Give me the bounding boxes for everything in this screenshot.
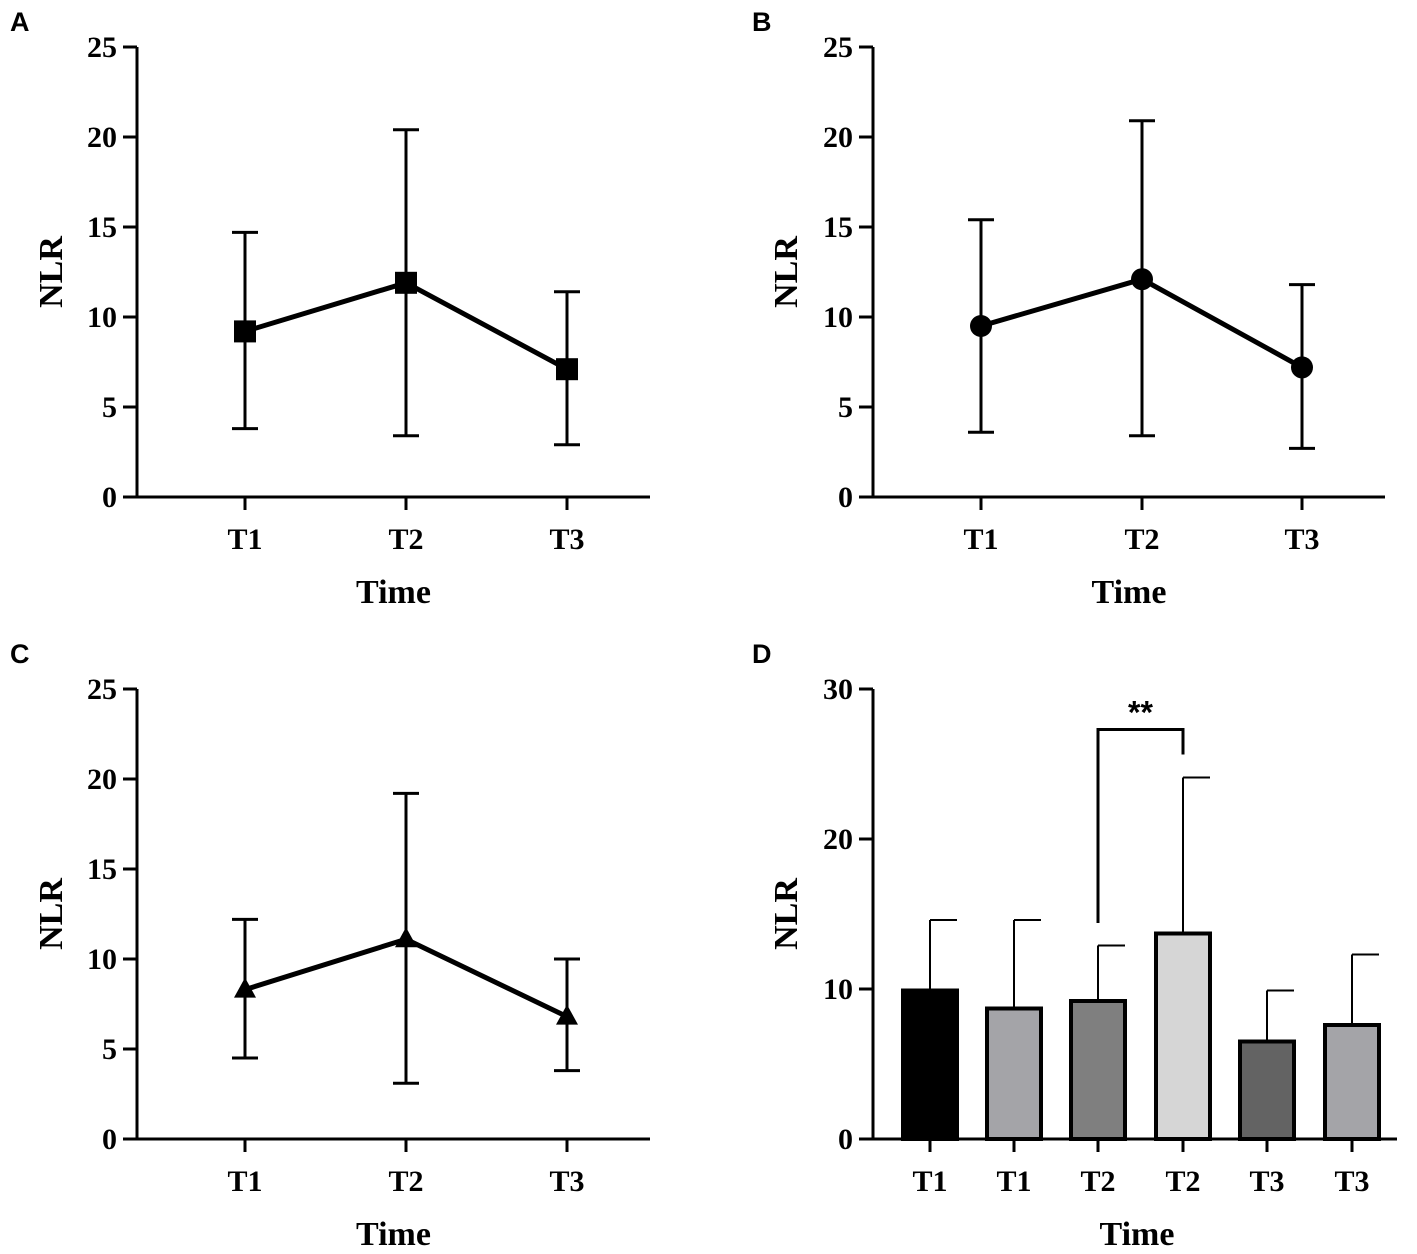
data-point-triangle: [234, 977, 256, 998]
bar: [901, 988, 959, 1141]
y-axis-title: NLR: [768, 878, 805, 950]
panel-letter: A: [10, 7, 30, 37]
bar: [985, 1006, 1043, 1141]
y-tick-label: 20: [87, 121, 117, 154]
bar: [1154, 931, 1212, 1141]
data-point-triangle: [556, 1004, 578, 1025]
y-axis-title: NLR: [33, 236, 70, 308]
data-point-circle: [970, 315, 992, 337]
data-point-square: [395, 271, 417, 294]
x-axis-title: Time: [356, 574, 431, 611]
x-tick-label: T3: [1284, 523, 1319, 556]
y-tick-label: 20: [87, 763, 117, 796]
significance-label: **: [1128, 695, 1153, 731]
y-tick-label: 5: [102, 1033, 117, 1066]
x-tick-label: T1: [963, 523, 998, 556]
bar: [1069, 999, 1127, 1141]
y-tick-label: 20: [823, 823, 853, 856]
y-tick-label: 25: [87, 673, 117, 706]
significance-bracket: [1096, 728, 1185, 923]
panel-c: C 0 5 10 15 20 25 T1 T2 T3 Time NLR: [10, 639, 650, 1253]
x-axis-title: Time: [356, 1216, 431, 1253]
x-tick-label: T3: [549, 1165, 584, 1198]
data-point-square: [234, 320, 256, 343]
x-tick-label: T1: [996, 1165, 1031, 1198]
x-tick-label: T3: [1334, 1165, 1369, 1198]
x-tick-label: T2: [1124, 523, 1159, 556]
y-tick-label: 15: [87, 853, 117, 886]
x-tick-label: T2: [388, 1165, 423, 1198]
x-axis-title: Time: [1100, 1216, 1175, 1253]
y-tick-label: 10: [87, 301, 117, 334]
y-axis-title: NLR: [33, 878, 70, 950]
panel-a: A 0 5 10 15 20 25 T1 T2 T3 Time NLR: [10, 7, 650, 611]
x-tick-label: T2: [1165, 1165, 1200, 1198]
x-tick-label: T1: [227, 523, 262, 556]
y-tick-label: 5: [838, 391, 853, 424]
panel-letter: D: [752, 639, 772, 669]
y-tick-label: 0: [838, 481, 853, 514]
y-tick-label: 25: [87, 31, 117, 64]
y-tick-label: 15: [823, 211, 853, 244]
data-point-triangle: [395, 927, 417, 948]
panel-d: D 0 10 20 30 T1 T1 T2 T2 T3 T3 Time NLR **: [752, 639, 1397, 1253]
x-tick-label: T2: [1080, 1165, 1115, 1198]
x-tick-label: T3: [549, 523, 584, 556]
x-tick-label: T1: [912, 1165, 947, 1198]
bar: [1323, 1023, 1381, 1141]
y-tick-label: 15: [87, 211, 117, 244]
x-axis-title: Time: [1092, 574, 1167, 611]
data-point-circle: [1131, 268, 1153, 291]
x-tick-label: T1: [227, 1165, 262, 1198]
data-point-square: [556, 358, 578, 381]
data-point-circle: [1291, 356, 1313, 379]
y-axis-title: NLR: [768, 236, 805, 308]
panel-letter: C: [10, 639, 30, 669]
y-tick-label: 30: [823, 673, 853, 706]
y-tick-label: 10: [823, 973, 853, 1006]
y-tick-label: 10: [87, 943, 117, 976]
y-tick-label: 5: [102, 391, 117, 424]
y-tick-label: 0: [102, 481, 117, 514]
bar: [1238, 1039, 1296, 1141]
y-tick-label: 0: [102, 1123, 117, 1156]
y-tick-label: 25: [823, 31, 853, 64]
x-tick-label: T3: [1249, 1165, 1284, 1198]
y-tick-label: 10: [823, 301, 853, 334]
y-tick-label: 20: [823, 121, 853, 154]
panel-b: B 0 5 10 15 20 25 T1 T2 T3 Time NLR: [752, 7, 1385, 611]
panel-letter: B: [752, 7, 772, 37]
y-tick-label: 0: [838, 1123, 853, 1156]
x-tick-label: T2: [388, 523, 423, 556]
